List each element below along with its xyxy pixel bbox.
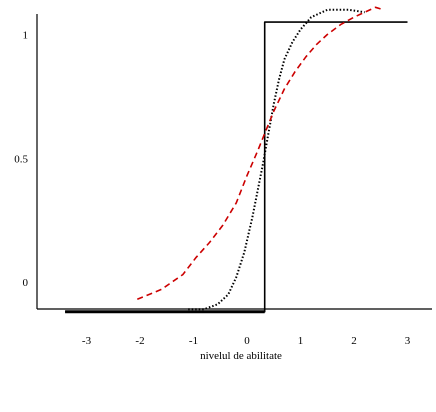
y-tick-label: 0.5 — [14, 153, 28, 165]
x-tick-label: 0 — [244, 335, 250, 347]
x-tick-label: -2 — [135, 335, 144, 347]
series-line-dotted — [188, 8, 365, 311]
x-tick-label: -1 — [189, 335, 198, 347]
x-tick-label: 1 — [298, 335, 304, 347]
axes — [36, 14, 432, 310]
x-tick-label: 2 — [351, 335, 357, 347]
y-tick-label: 0 — [23, 277, 29, 289]
series-line-dashed — [136, 6, 384, 301]
series-layer — [65, 6, 408, 314]
x-axis-label: nivelul de abilitate — [200, 350, 282, 362]
y-tick-labels: 00.51 — [14, 30, 28, 290]
x-tick-label: 3 — [405, 335, 411, 347]
x-tick-labels: -3 -2 -1 0 1 2 3 — [82, 335, 411, 347]
x-tick-label: -3 — [82, 335, 92, 347]
series-line-solid — [65, 21, 408, 313]
y-tick-label: 1 — [23, 30, 29, 42]
